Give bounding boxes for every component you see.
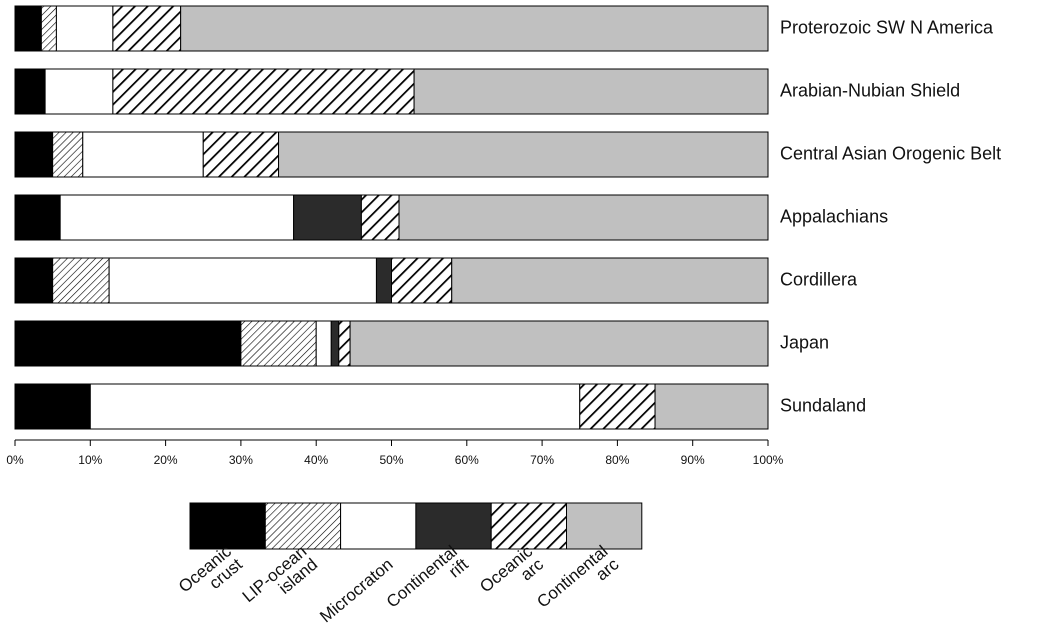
bar-segment — [338, 320, 351, 367]
legend-label: LIP-oceanisland — [239, 542, 322, 619]
bar-segment — [330, 320, 340, 367]
bar-segment — [451, 257, 769, 304]
x-tick-label: 40% — [304, 453, 328, 467]
bar-segment — [360, 194, 400, 241]
x-tick-label: 20% — [154, 453, 178, 467]
legend-swatch — [566, 502, 643, 550]
category-label: Appalachians — [780, 206, 888, 226]
category-label: Sundaland — [780, 395, 866, 415]
bar-segment — [14, 320, 242, 367]
bar-segment — [40, 5, 57, 52]
x-tick-label: 0% — [6, 453, 24, 467]
bar-segment — [579, 383, 656, 430]
x-tick-label: 90% — [681, 453, 705, 467]
bar-outline — [14, 194, 769, 241]
x-tick-label: 80% — [605, 453, 629, 467]
category-label: Arabian-Nubian Shield — [780, 80, 960, 100]
legend-label: Microcraton — [317, 555, 397, 627]
bar-segment — [14, 194, 61, 241]
bar-segment — [52, 131, 84, 178]
bar-segment — [349, 320, 769, 367]
bar-segment — [55, 5, 114, 52]
x-tick-label: 10% — [78, 453, 102, 467]
bar-segment — [413, 68, 769, 115]
bar-segment — [14, 68, 46, 115]
legend-swatch — [490, 502, 568, 550]
bar-outline — [14, 383, 769, 430]
bar-outline — [14, 68, 769, 115]
legend-swatch — [340, 502, 417, 550]
bar-segment — [654, 383, 769, 430]
legend-swatch — [264, 502, 342, 550]
x-tick-label: 100% — [753, 453, 784, 467]
x-tick-label: 60% — [455, 453, 479, 467]
bar-segment — [375, 257, 393, 304]
category-label: Cordillera — [780, 269, 858, 289]
category-label: Japan — [780, 332, 829, 352]
bar-segment — [108, 257, 377, 304]
legend-label: Oceaniccrust — [175, 542, 246, 610]
bar-segment — [398, 194, 769, 241]
bar-segment — [112, 68, 415, 115]
bar-segment — [82, 131, 204, 178]
bar-segment — [14, 131, 54, 178]
bar-segment — [14, 257, 54, 304]
legend-swatch — [189, 502, 266, 550]
legend-label: Continentalrift — [383, 542, 472, 625]
bar-segment — [391, 257, 453, 304]
bar-segment — [14, 383, 91, 430]
bar-outline — [14, 257, 769, 304]
category-label: Proterozoic SW N America — [780, 17, 994, 37]
bar-outline — [14, 320, 769, 367]
bar-segment — [315, 320, 332, 367]
x-tick-label: 50% — [379, 453, 403, 467]
bar-segment — [293, 194, 362, 241]
bar-segment — [240, 320, 317, 367]
bar-segment — [112, 5, 182, 52]
x-tick-label: 70% — [530, 453, 554, 467]
bar-segment — [59, 194, 295, 241]
bar-segment — [44, 68, 114, 115]
legend-label: Continentalarc — [534, 542, 623, 625]
bar-segment — [278, 131, 769, 178]
legend-swatch — [415, 502, 492, 550]
x-tick-label: 30% — [229, 453, 253, 467]
bar-segment — [202, 131, 280, 178]
bar-outline — [14, 131, 769, 178]
bar-segment — [180, 5, 769, 52]
bar-segment — [89, 383, 581, 430]
bar-segment — [52, 257, 110, 304]
bar-segment — [14, 5, 42, 52]
category-label: Central Asian Orogenic Belt — [780, 143, 1001, 163]
bar-outline — [14, 5, 769, 52]
